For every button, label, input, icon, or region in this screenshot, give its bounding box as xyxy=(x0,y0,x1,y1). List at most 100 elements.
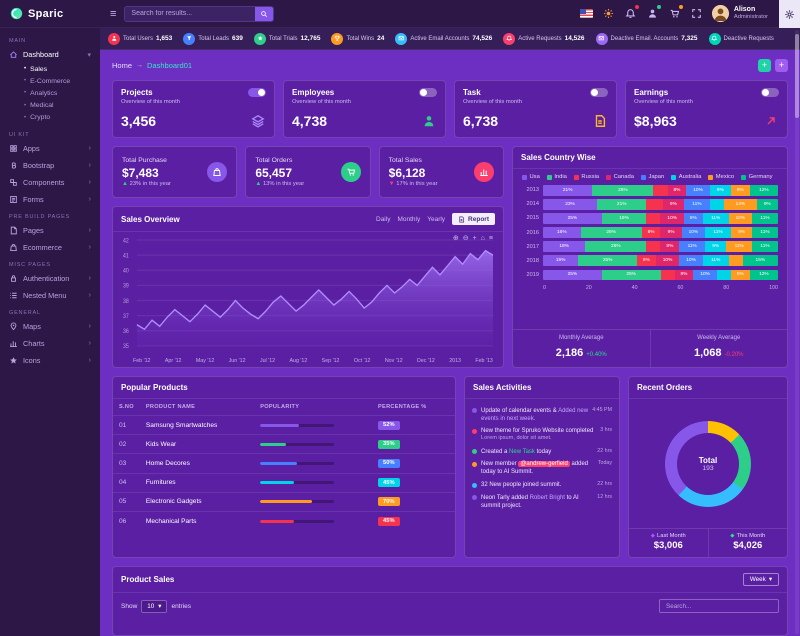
search-input[interactable] xyxy=(125,10,256,17)
sidebar-item-charts[interactable]: Charts › xyxy=(0,335,100,352)
activity-dot xyxy=(472,428,477,434)
sidebar-item-maps[interactable]: Maps › xyxy=(0,318,100,335)
sidebar-subitem-label: Sales xyxy=(30,65,48,73)
arrow-up-icon: ▲ xyxy=(122,181,130,187)
stacked-bar: 23% 21% 9% 11% 14% 9% xyxy=(543,199,778,210)
svg-text:40: 40 xyxy=(123,268,129,275)
chevron-right-icon: › xyxy=(88,322,91,330)
menu-icon[interactable]: ≡ xyxy=(488,234,493,242)
theme-sun-icon[interactable] xyxy=(602,7,615,20)
legend-swatch xyxy=(606,174,612,180)
add-button-green[interactable]: + xyxy=(758,58,771,72)
sidebar-item-nested-menu[interactable]: Nested Menu › xyxy=(0,287,100,304)
pan-icon[interactable]: + xyxy=(472,234,477,242)
language-flag-icon[interactable] xyxy=(579,9,593,18)
toggle-task[interactable] xyxy=(590,88,608,97)
cart-button[interactable] xyxy=(668,5,683,20)
requests-off-icon xyxy=(708,32,721,45)
sales-activities-header: Sales Activities xyxy=(465,377,619,399)
total-card-note: ▼ 17% in this year xyxy=(388,181,438,187)
ecommerce-icon xyxy=(9,243,18,252)
fullscreen-button[interactable] xyxy=(690,7,703,20)
sales-country-x-axis: 0 20 40 60 80 100 xyxy=(543,284,778,294)
orders-legend-value: $3,006 xyxy=(653,540,683,551)
sidebar-item-icons[interactable]: Icons › xyxy=(0,352,100,369)
legend-australia: Australia xyxy=(671,174,701,180)
sidebar-item-label: Bootstrap xyxy=(23,160,55,170)
brand-logo[interactable]: Sparic xyxy=(0,0,100,27)
sidebar-item-dashboard[interactable]: Dashboard ▾ xyxy=(0,46,100,63)
toggle-earnings[interactable] xyxy=(761,88,779,97)
bar-segment xyxy=(728,255,743,266)
employee-icon xyxy=(422,114,436,128)
activity-text: Created a New Task today xyxy=(481,448,552,455)
range-daily-button[interactable]: Daily xyxy=(376,215,391,223)
entries-label: entries xyxy=(171,602,191,610)
zoom-in-icon[interactable]: ⊕ xyxy=(452,235,459,242)
leads-icon xyxy=(183,32,196,45)
sidebar-section-title: PRE BUILD PAGES xyxy=(9,213,71,220)
contacts-button[interactable] xyxy=(646,5,661,20)
sidebar-subitem-analytics[interactable]: • Analytics xyxy=(24,87,100,99)
sidebar-subitem-e-commerce[interactable]: • E-Commerce xyxy=(24,75,100,87)
sidebar-item-apps[interactable]: Apps › xyxy=(0,140,100,157)
stacked-bar: 25% 19% 10% 8% 11% 10% 11% xyxy=(543,213,778,224)
sidebar-subitem-crypto[interactable]: • Crypto xyxy=(24,112,100,124)
range-yearly-button[interactable]: Yearly xyxy=(427,215,446,223)
chart-icon xyxy=(473,162,494,182)
sidebar-item-authentication[interactable]: Authentication › xyxy=(0,270,100,287)
breadcrumb-home-link[interactable]: Home xyxy=(112,60,133,70)
diamond-icon: ◆ xyxy=(650,533,656,539)
theme-settings-button[interactable] xyxy=(779,0,800,28)
entries-select[interactable]: 10 ▾ xyxy=(141,599,168,613)
sidebar-item-bootstrap[interactable]: Bootstrap › xyxy=(0,157,100,174)
chevron-right-icon: › xyxy=(88,226,91,234)
report-button[interactable]: Report xyxy=(452,213,495,225)
bottom-cards-row: Popular Products S.NO PRODUCT NAME POPUL… xyxy=(112,376,788,558)
sidebar-item-forms[interactable]: Forms › xyxy=(0,191,100,208)
sidebar-item-ecommerce[interactable]: Ecommerce › xyxy=(0,239,100,256)
orders-legend-label: ◆ This Month xyxy=(730,533,766,539)
toggle-projects[interactable] xyxy=(248,88,266,97)
week-dropdown-button[interactable]: Week ▾ xyxy=(742,573,779,586)
bar-segment: 26% xyxy=(592,185,654,196)
sales-country-card: Sales Country Wise Usa India Russia Canada J… xyxy=(512,146,788,368)
range-monthly-button[interactable]: Monthly xyxy=(397,215,421,223)
bar-segment: 11% xyxy=(752,227,778,238)
overview-card-value: 4,738 xyxy=(292,112,328,129)
show-label: Show xyxy=(121,602,138,610)
cell-sno: 04 xyxy=(113,472,140,493)
search-button[interactable] xyxy=(255,6,274,21)
sidebar-item-pages[interactable]: Pages › xyxy=(0,222,100,239)
page-actions: + + xyxy=(758,58,788,72)
activity-dot xyxy=(472,482,477,488)
task-icon xyxy=(593,114,607,128)
toggle-employees[interactable] xyxy=(419,88,437,97)
sidebar-subitem-medical[interactable]: • Medical xyxy=(24,100,100,112)
bar-segment: 8% xyxy=(667,185,687,196)
components-icon xyxy=(9,178,18,187)
add-button-purple[interactable]: + xyxy=(775,58,788,72)
scrollbar-thumb[interactable] xyxy=(795,34,799,118)
sidebar-toggle-icon[interactable]: ≡ xyxy=(110,7,117,20)
activity-list: Update of calendar events & Added new ev… xyxy=(465,399,619,557)
diamond-icon: ◆ xyxy=(730,533,735,539)
bar-segment xyxy=(709,199,724,210)
home-icon[interactable]: ⌂ xyxy=(480,234,485,242)
chart-toolbar: ⊕ ⊖ + ⌂ ≡ xyxy=(452,234,493,243)
zoom-out-icon[interactable]: ⊖ xyxy=(462,235,469,242)
total-card-info: Total Sales $6,128 ▼ 17% in this year xyxy=(389,157,438,187)
orders-legend-last-month: ◆ Last Month $3,006 xyxy=(629,529,708,557)
sidebar-subitem-sales[interactable]: • Sales xyxy=(24,63,100,75)
weekly-average-label: Weekly Average xyxy=(697,335,741,341)
sidebar-item-label: Icons xyxy=(23,355,41,365)
activity-item: Update of calendar events & Added new ev… xyxy=(472,407,612,423)
table-search-input[interactable] xyxy=(659,599,779,613)
user-menu[interactable]: Alison Administrator xyxy=(711,5,768,22)
bar-segment: 23% xyxy=(543,199,598,210)
breadcrumb-current: Dashboard01 xyxy=(147,60,193,70)
notifications-button[interactable] xyxy=(624,5,639,20)
sidebar-section-title: UI KIT xyxy=(9,131,30,138)
chevron-right-icon: › xyxy=(88,291,91,299)
sidebar-item-components[interactable]: Components › xyxy=(0,174,100,191)
